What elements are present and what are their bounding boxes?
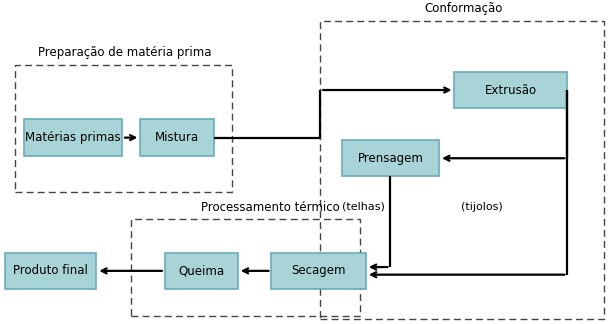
Bar xyxy=(15,65,232,192)
Text: (tijolos): (tijolos) xyxy=(461,202,503,212)
Bar xyxy=(342,140,439,177)
Bar xyxy=(454,72,567,108)
Bar xyxy=(131,219,360,316)
Text: Processamento térmico: Processamento térmico xyxy=(201,201,340,214)
Text: Matérias primas: Matérias primas xyxy=(26,131,121,144)
Bar xyxy=(5,253,96,289)
Bar xyxy=(320,21,604,319)
Text: Conformação: Conformação xyxy=(425,2,503,15)
Bar xyxy=(24,119,122,156)
Bar xyxy=(271,253,366,289)
Text: Prensagem: Prensagem xyxy=(357,152,423,165)
Text: Produto final: Produto final xyxy=(13,264,88,277)
Bar xyxy=(140,119,214,156)
Text: Extrusão: Extrusão xyxy=(485,84,537,97)
Text: Preparação de matéria prima: Preparação de matéria prima xyxy=(38,46,211,59)
Text: Mistura: Mistura xyxy=(155,131,199,144)
Text: (telhas): (telhas) xyxy=(342,202,384,212)
Text: Queima: Queima xyxy=(178,264,224,277)
Text: Secagem: Secagem xyxy=(292,264,346,277)
Bar xyxy=(165,253,238,289)
